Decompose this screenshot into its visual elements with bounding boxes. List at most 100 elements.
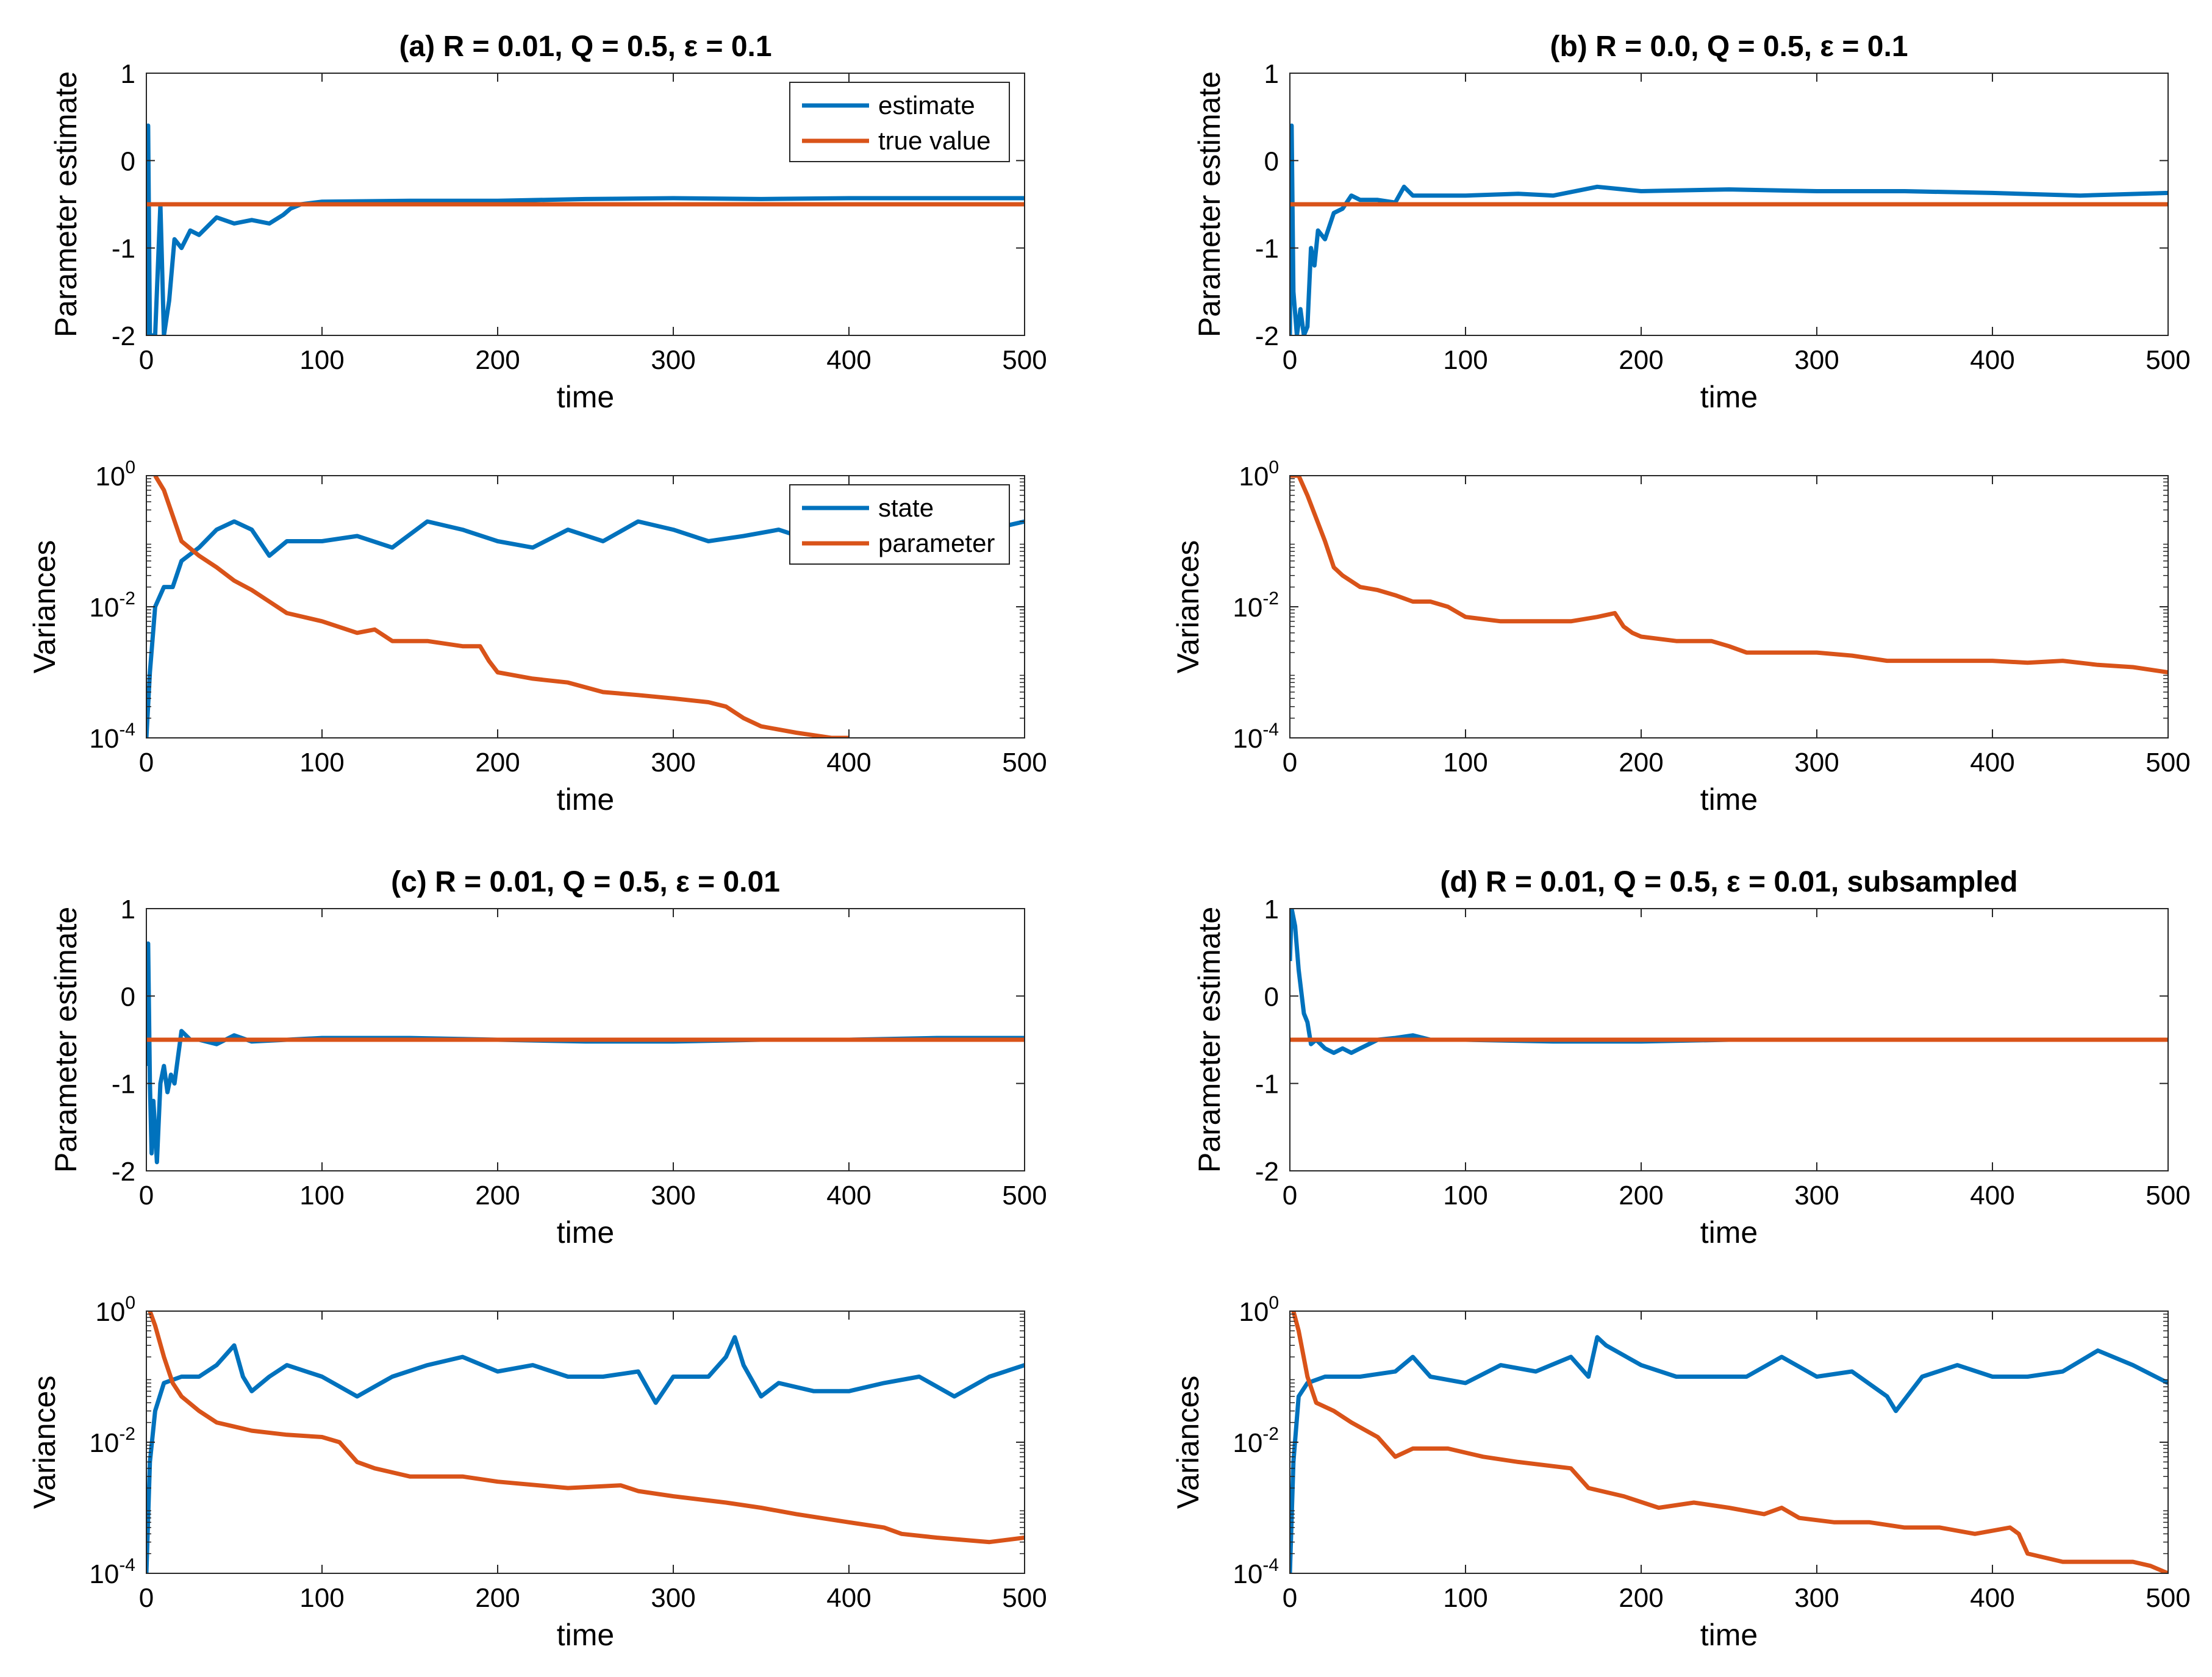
- series-line-estimate: [146, 123, 1025, 335]
- series-line-state: [146, 1335, 1025, 1573]
- legend-label: true value: [878, 126, 990, 155]
- chart-a-top: 0 100 200 300 400 500 -2 -1 0 1 time Parameter esti…: [49, 30, 1047, 414]
- series-line-parameter: [153, 476, 849, 738]
- y-tick-label: 0: [1264, 146, 1279, 176]
- x-tick-label: 500: [1002, 1181, 1047, 1210]
- x-tick-label: 400: [826, 345, 871, 375]
- series-line-parameter: [148, 1311, 1025, 1545]
- y-axis-label: Variances: [27, 1376, 62, 1509]
- x-tick-label: 500: [2146, 1181, 2190, 1210]
- chart-d-bottom: 0 100 200 300 400 500 10-4 10-2 100 time Variances: [1171, 1293, 2191, 1652]
- chart-a-bottom: 0 100 200 300 400 500 10-4 10-2 100 time Variances…: [27, 457, 1047, 817]
- x-tick-label: 0: [1283, 1181, 1297, 1210]
- x-tick-label: 300: [651, 345, 695, 375]
- y-tick-label: -2: [1255, 321, 1279, 351]
- plot-area: [1290, 476, 2168, 738]
- y-axis-label: Variances: [27, 540, 62, 674]
- y-tick-label: -1: [112, 234, 135, 264]
- x-tick-label: 200: [475, 1181, 520, 1210]
- x-tick-label: 300: [651, 748, 695, 778]
- x-tick-label: 400: [1970, 1181, 2014, 1210]
- y-tick-label: 10-2: [89, 588, 135, 623]
- legend: estimate true value: [789, 82, 1010, 162]
- plot-area: [146, 1311, 1025, 1573]
- y-tick-label: 1: [121, 895, 135, 924]
- x-tick-label: 400: [1970, 748, 2014, 778]
- y-tick-label: 10-2: [1233, 1424, 1279, 1458]
- axes-box: [1289, 908, 2169, 1171]
- chart-title: (d) R = 0.01, Q = 0.5, ε = 0.01, subsamp…: [1440, 866, 2017, 898]
- x-tick-label: 0: [1283, 345, 1297, 375]
- x-tick-label: 0: [1283, 748, 1297, 778]
- chart-c-top: 0 100 200 300 400 500 -2 -1 0 1 time Parameter esti…: [49, 866, 1047, 1250]
- y-tick-label: 100: [1239, 1293, 1279, 1327]
- x-tick-label: 200: [475, 748, 520, 778]
- y-tick-label: -1: [112, 1070, 135, 1100]
- y-tick-label: -1: [1255, 234, 1279, 264]
- x-axis-label: time: [557, 1618, 614, 1652]
- axes-box: [146, 73, 1025, 336]
- x-tick-label: 400: [826, 1583, 871, 1613]
- x-axis-label: time: [1700, 782, 1758, 817]
- y-tick-label: 10-4: [1233, 1555, 1279, 1589]
- x-tick-label: 400: [1970, 1583, 2014, 1613]
- x-tick-label: 200: [475, 1583, 520, 1613]
- x-tick-label: 200: [1619, 1583, 1663, 1613]
- y-tick-label: 0: [1264, 982, 1279, 1012]
- x-tick-label: 0: [139, 748, 154, 778]
- x-axis-label: time: [1700, 1618, 1758, 1652]
- x-tick-label: 200: [475, 345, 520, 375]
- y-tick-label: 1: [1264, 59, 1279, 89]
- y-tick-label: 10-4: [1233, 720, 1279, 754]
- x-tick-label: 100: [299, 1583, 344, 1613]
- x-tick-label: 100: [1443, 1583, 1487, 1613]
- y-axis-label: Parameter estimate: [1192, 907, 1226, 1173]
- axes-box: [1289, 73, 2169, 336]
- y-tick-label: 10-4: [89, 720, 135, 754]
- legend-box: [789, 82, 1010, 162]
- x-tick-label: 100: [1443, 345, 1487, 375]
- x-tick-label: 200: [1619, 748, 1663, 778]
- x-tick-label: 400: [826, 748, 871, 778]
- y-tick-label: 1: [1264, 895, 1279, 924]
- legend-box: [789, 484, 1010, 565]
- y-tick-label: 0: [121, 146, 135, 176]
- x-tick-label: 100: [299, 1181, 344, 1210]
- x-tick-label: 300: [1794, 1583, 1839, 1613]
- legend: state parameter: [789, 484, 1010, 565]
- x-tick-label: 400: [1970, 345, 2014, 375]
- y-axis-label: Parameter estimate: [49, 907, 83, 1173]
- y-tick-label: 0: [121, 982, 135, 1012]
- x-tick-label: 100: [1443, 748, 1487, 778]
- x-tick-label: 500: [2146, 1583, 2190, 1613]
- x-tick-label: 100: [1443, 1181, 1487, 1210]
- chart-title: (c) R = 0.01, Q = 0.5, ε = 0.01: [391, 866, 780, 898]
- x-tick-label: 0: [139, 345, 154, 375]
- x-axis-label: time: [1700, 380, 1758, 414]
- y-tick-label: 10-2: [89, 1424, 135, 1458]
- y-axis-label: Parameter estimate: [1192, 71, 1226, 337]
- y-tick-label: 10-4: [89, 1555, 135, 1589]
- x-axis-label: time: [557, 1215, 614, 1250]
- y-tick-label: -2: [112, 321, 135, 351]
- x-tick-label: 300: [651, 1583, 695, 1613]
- x-tick-label: 300: [1794, 1181, 1839, 1210]
- y-axis-label: Parameter estimate: [49, 71, 83, 337]
- x-tick-label: 200: [1619, 345, 1663, 375]
- y-tick-label: 100: [95, 1293, 135, 1327]
- x-tick-label: 300: [1794, 345, 1839, 375]
- series-line-state: [1290, 1335, 2168, 1573]
- x-axis-label: time: [557, 782, 614, 817]
- y-tick-label: -2: [1255, 1157, 1279, 1187]
- chart-b-top: 0 100 200 300 400 500 -2 -1 0 1 time Parameter esti…: [1192, 30, 2191, 414]
- chart-b-bottom: 0 100 200 300 400 500 10-4 10-2 100 time Variances: [1171, 457, 2191, 817]
- axes-box: [146, 908, 1025, 1171]
- x-tick-label: 500: [1002, 748, 1047, 778]
- x-tick-label: 300: [651, 1181, 695, 1210]
- x-tick-label: 0: [139, 1181, 154, 1210]
- y-tick-label: -2: [112, 1157, 135, 1187]
- x-tick-label: 500: [1002, 345, 1047, 375]
- x-axis-label: time: [1700, 1215, 1758, 1250]
- x-tick-label: 300: [1794, 748, 1839, 778]
